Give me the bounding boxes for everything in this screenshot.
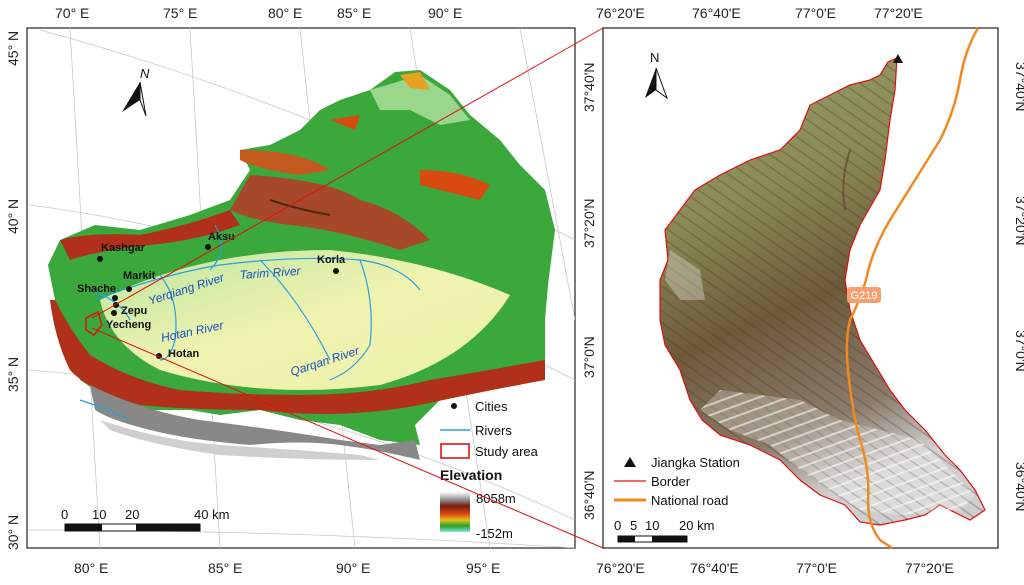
svg-text:10: 10 <box>645 518 659 533</box>
xinjiang-dem <box>48 70 555 460</box>
right-top-tick-1: 76°20'E <box>596 5 645 21</box>
svg-text:10: 10 <box>92 507 106 522</box>
right-top-tick-2: 76°40'E <box>692 5 741 21</box>
city-label-korla: Korla <box>317 254 346 266</box>
svg-text:0: 0 <box>614 518 621 533</box>
right-bottom-tick-1: 76°20'E <box>596 560 645 576</box>
svg-text:National road: National road <box>651 493 728 508</box>
left-top-tick-2: 75° E <box>163 5 197 21</box>
city-label-aksu: Aksu <box>208 231 235 243</box>
city-label-markit: Markit <box>123 270 156 282</box>
left-side-tick-2: 40° N <box>5 199 21 234</box>
left-bottom-tick-2: 85° E <box>208 560 242 576</box>
svg-text:Rivers: Rivers <box>475 423 512 438</box>
right-bottom-tick-2: 76°40'E <box>690 560 739 576</box>
legend-left: Cities Rivers Study area Elevation 8058m… <box>440 399 539 541</box>
left-top-tick-1: 70° E <box>55 5 89 21</box>
left-bottom-tick-3: 90° E <box>336 560 370 576</box>
right-left-tick-4: 36°40'N <box>581 470 597 520</box>
svg-text:Cities: Cities <box>475 399 508 414</box>
right-right-tick-1: 37°40'N <box>1013 62 1024 112</box>
right-left-tick-3: 37°0'N <box>581 336 597 378</box>
right-left-tick-2: 37°20'N <box>581 198 597 248</box>
right-bottom-tick-3: 77°0'E <box>796 560 837 576</box>
svg-text:5: 5 <box>630 518 637 533</box>
north-arrow-left: N <box>122 66 150 117</box>
svg-text:N: N <box>140 66 150 81</box>
svg-text:N: N <box>650 50 659 65</box>
svg-text:40 km: 40 km <box>194 507 229 522</box>
svg-text:-152m: -152m <box>476 526 513 541</box>
left-side-tick-1: 45° N <box>5 31 21 66</box>
right-right-tick-4: 36°40'N <box>1013 462 1024 512</box>
station-marker <box>893 54 903 63</box>
left-top-tick-4: 85° E <box>337 5 371 21</box>
right-right-tick-3: 37°0'N <box>1013 330 1024 372</box>
left-side-tick-4: 30° N <box>5 515 21 550</box>
city-label-hotan: Hotan <box>168 348 199 360</box>
left-top-tick-3: 80° E <box>268 5 302 21</box>
study-area-dem <box>659 57 986 526</box>
road-label-badge: G219 <box>847 287 881 303</box>
left-bottom-tick-4: 95° E <box>466 560 500 576</box>
right-top-tick-3: 77°0'E <box>795 5 836 21</box>
left-bottom-tick-1: 80° E <box>74 560 108 576</box>
city-label-shache: Shache <box>77 283 116 295</box>
scale-bar-left: 0 10 20 40 km <box>61 507 229 532</box>
river-network <box>79 224 421 421</box>
scale-bar-right: 0 5 10 20 km <box>614 518 714 543</box>
svg-text:G219: G219 <box>851 290 878 302</box>
north-arrow-right: N <box>645 50 669 100</box>
svg-text:Border: Border <box>651 474 691 489</box>
svg-text:Jiangka Station: Jiangka Station <box>651 455 740 470</box>
svg-text:Elevation: Elevation <box>440 467 502 483</box>
right-bottom-tick-4: 77°20'E <box>905 560 954 576</box>
right-top-tick-4: 77°20'E <box>874 5 923 21</box>
city-markers <box>97 244 339 359</box>
zoom-connector-lines <box>91 27 604 549</box>
city-label-kashgar: Kashgar <box>101 242 146 254</box>
study-area-outline-small <box>85 310 103 336</box>
right-left-tick-1: 37°40'N <box>581 62 597 112</box>
svg-text:8058m: 8058m <box>476 491 516 506</box>
right-right-tick-2: 37°20'N <box>1013 196 1024 246</box>
svg-text:20: 20 <box>125 507 139 522</box>
legend-right: Jiangka Station Border National road <box>614 455 740 508</box>
river-label-tarim: Tarim River <box>239 264 302 282</box>
svg-text:0: 0 <box>61 507 68 522</box>
svg-text:Study area: Study area <box>475 444 539 459</box>
city-label-zepu: Zepu <box>121 305 147 317</box>
left-top-tick-5: 90° E <box>428 5 462 21</box>
city-label-yecheng: Yecheng <box>106 319 151 331</box>
left-side-tick-3: 35° N <box>5 357 21 392</box>
svg-text:20 km: 20 km <box>679 518 714 533</box>
